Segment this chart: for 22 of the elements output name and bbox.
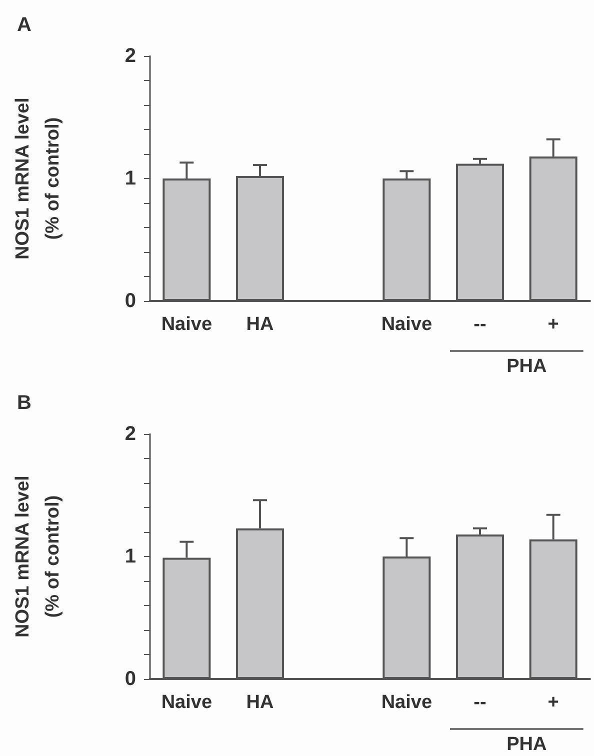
x-tick-label: + [548, 314, 559, 335]
y-tick-label: 2 [124, 423, 136, 445]
x-tick-label: HA [246, 692, 274, 713]
x-tick-label: Naive [381, 692, 432, 713]
y-tick-label: 1 [124, 168, 136, 190]
y-tick-label: 0 [124, 668, 136, 690]
y-axis-title: NOS1 mRNA level (% of control) [12, 98, 64, 260]
x-tick-label: -- [474, 692, 486, 713]
x-tick-label: -- [474, 314, 486, 335]
chart-title: A [17, 14, 32, 36]
text: PHA [506, 356, 547, 377]
x-tick-label: Naive [161, 692, 212, 713]
y-tick-label: 0 [124, 290, 136, 312]
x-tick-label: HA [246, 314, 274, 335]
y-axis-title: NOS1 mRNA level (% of control) [12, 476, 64, 638]
text: PHA [506, 734, 547, 755]
x-tick-label: Naive [381, 314, 432, 335]
x-tick-label: + [548, 692, 559, 713]
y-tick-label: 2 [124, 45, 136, 67]
chart-title: B [17, 392, 32, 414]
x-tick-label: Naive [161, 314, 212, 335]
y-tick-label: 1 [124, 546, 136, 568]
